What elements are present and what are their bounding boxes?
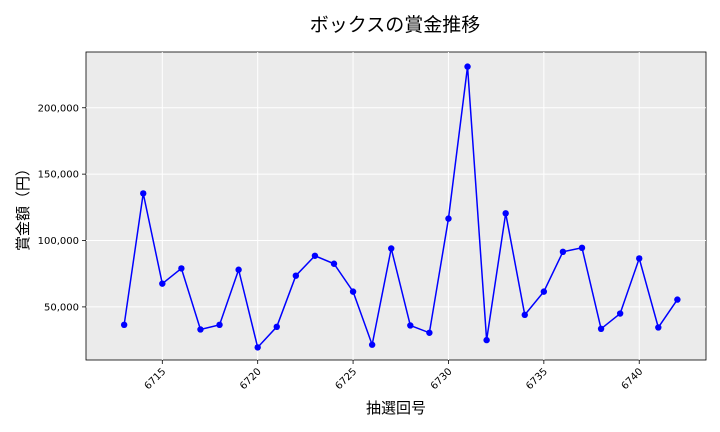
data-point xyxy=(636,255,643,262)
y-tick-label: 50,000 xyxy=(44,302,79,313)
data-point xyxy=(483,336,490,344)
data-point xyxy=(597,325,605,333)
data-point xyxy=(368,341,376,348)
x-tick-label: 6725 xyxy=(333,366,359,392)
chart-title: ボックスの賞金推移 xyxy=(310,14,480,36)
series-line xyxy=(123,66,678,349)
data-point xyxy=(655,324,662,331)
data-point xyxy=(311,252,319,259)
data-point xyxy=(674,296,681,303)
x-axis-ticks: 6715 6720 6725 6730 6735 6740 xyxy=(143,360,646,392)
x-tick-label: 6720 xyxy=(238,366,264,392)
y-tick-label: 100,000 xyxy=(38,236,79,247)
x-tick-label: 6715 xyxy=(143,366,169,392)
y-axis-title: 賞金額（円） xyxy=(14,161,32,251)
data-point xyxy=(140,190,147,197)
data-point xyxy=(178,265,185,272)
data-point xyxy=(197,326,204,333)
x-tick-label: 6735 xyxy=(524,366,550,392)
data-point xyxy=(521,311,528,319)
data-point xyxy=(120,321,128,329)
data-point xyxy=(445,215,452,222)
data-point xyxy=(292,272,300,279)
data-point xyxy=(540,288,548,295)
data-point xyxy=(159,280,166,287)
data-point xyxy=(235,266,242,273)
data-point xyxy=(426,329,433,336)
grid-lines xyxy=(86,52,706,360)
data-point xyxy=(502,210,509,217)
data-point xyxy=(216,321,223,329)
y-tick-label: 150,000 xyxy=(38,170,79,181)
data-point xyxy=(388,245,395,252)
data-point xyxy=(578,244,586,252)
data-point xyxy=(464,63,471,70)
data-point xyxy=(407,322,414,329)
data-point xyxy=(616,310,624,317)
x-axis-title: 抽選回号 xyxy=(366,399,426,417)
y-axis-ticks: 50,000 100,000 150,000 200,000 xyxy=(38,103,86,313)
data-point xyxy=(559,248,567,256)
x-tick-label: 6740 xyxy=(620,366,646,392)
data-points xyxy=(120,63,681,351)
x-tick-label: 6730 xyxy=(429,366,455,392)
data-point xyxy=(330,260,338,267)
plot-area xyxy=(85,51,707,361)
data-point xyxy=(349,288,357,295)
y-tick-label: 200,000 xyxy=(38,103,79,114)
data-point xyxy=(254,344,261,351)
data-point xyxy=(273,323,280,331)
